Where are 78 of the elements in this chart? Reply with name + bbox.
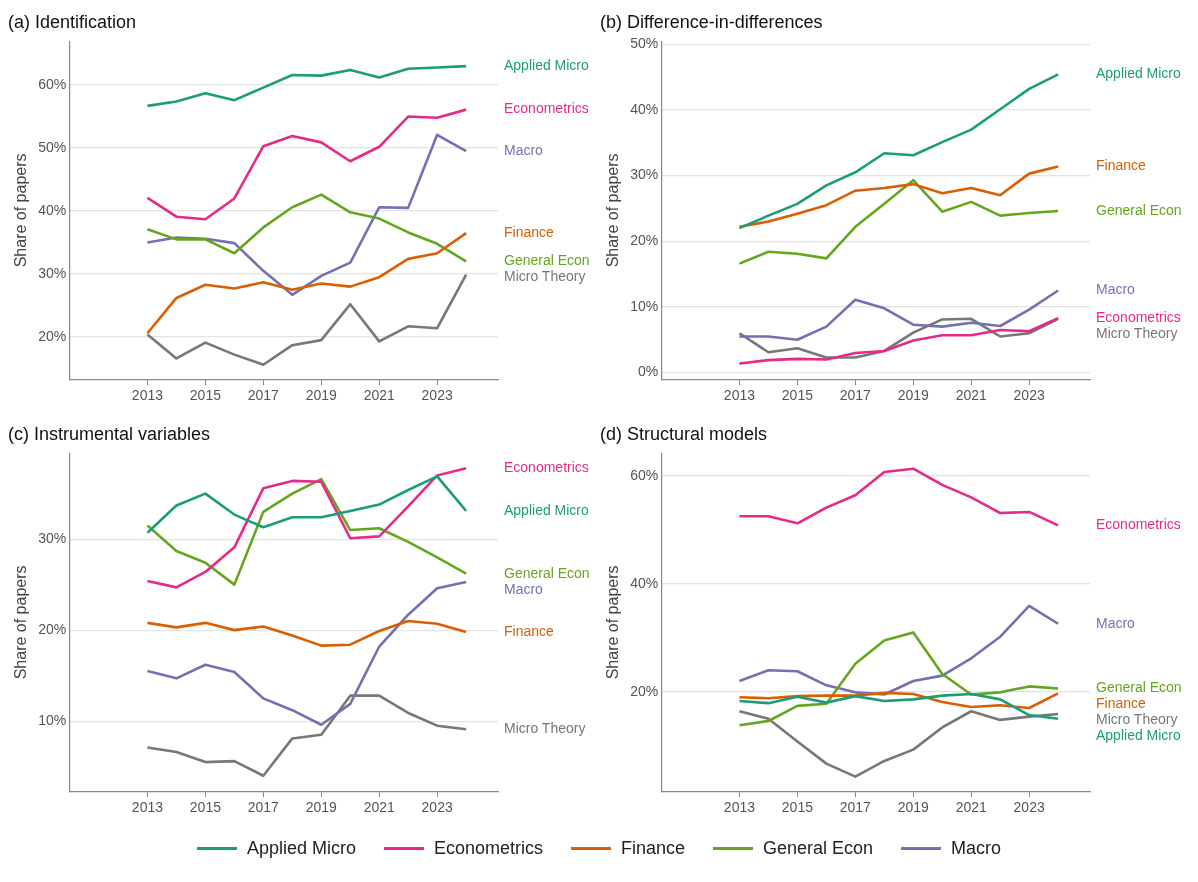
legend-label: Macro	[951, 838, 1002, 859]
text: Finance	[504, 223, 555, 240]
x-tick-label: 2015	[781, 799, 814, 816]
y-tick-label: 20%	[38, 327, 67, 344]
legend-label: General Econ	[763, 838, 874, 859]
y-tick-label: 50%	[38, 138, 67, 155]
text: Macro	[504, 142, 544, 159]
x-tick-label: 2019	[305, 799, 338, 816]
text: Macro	[1096, 614, 1135, 631]
y-tick-label: 30%	[38, 264, 67, 281]
text: Finance	[1096, 157, 1147, 174]
text: General Econ	[1096, 201, 1182, 218]
x-tick-label: 2017	[247, 387, 280, 404]
x-tick-label: 2023	[1013, 799, 1045, 816]
y-tick-label: 10%	[630, 297, 659, 314]
text: Macro	[1096, 281, 1136, 298]
text: Applied Micro	[1096, 727, 1181, 744]
y-tick-label: 10%	[38, 711, 67, 728]
text: General Econ	[504, 252, 590, 269]
y-axis-title: Share of papers	[12, 565, 30, 680]
text: Econometrics	[1096, 308, 1181, 325]
y-axis-title: Share of papers	[604, 565, 622, 680]
text: Macro	[504, 580, 544, 597]
y-tick-label: 50%	[630, 35, 659, 52]
x-tick-label: 2023	[421, 387, 453, 404]
x-tick-label: 2015	[781, 387, 814, 404]
x-tick-label: 2013	[131, 799, 164, 816]
x-tick-label: 2023	[421, 799, 453, 816]
y-tick-label: 30%	[38, 530, 67, 546]
legend-label: Applied Micro	[246, 838, 356, 859]
text: Applied Micro	[504, 57, 590, 74]
y-tick-label: 20%	[630, 682, 659, 699]
text: General Econ	[504, 564, 590, 581]
x-tick-label: 2019	[897, 387, 930, 404]
chart-title: (c) Instrumental variables	[8, 423, 211, 444]
x-tick-label: 2013	[723, 387, 756, 404]
text: Econometrics	[504, 459, 589, 476]
y-axis-title: Share of papers	[12, 153, 30, 268]
y-tick-label: 40%	[630, 100, 659, 117]
x-tick-label: 2013	[723, 799, 756, 816]
text: Finance	[1096, 695, 1146, 712]
chart-title: (b) Difference-in-differences	[600, 11, 823, 32]
text: Micro Theory	[1096, 324, 1178, 341]
x-tick-label: 2021	[955, 799, 987, 816]
x-tick-label: 2021	[955, 387, 987, 404]
x-tick-label: 2017	[839, 387, 872, 404]
text: Applied Micro	[504, 501, 590, 518]
text: Econometrics	[1096, 516, 1181, 533]
x-tick-label: 2017	[247, 799, 280, 816]
text: Micro Theory	[1096, 711, 1178, 728]
text: Applied Micro	[1096, 65, 1182, 82]
x-tick-label: 2023	[1013, 387, 1045, 404]
chart-title: (a) Identification	[8, 11, 137, 32]
text: Econometrics	[504, 100, 589, 117]
x-tick-label: 2013	[131, 387, 164, 404]
y-tick-label: 60%	[630, 466, 659, 483]
y-tick-label: 60%	[38, 75, 67, 92]
y-tick-label: 20%	[630, 232, 659, 249]
y-tick-label: 0%	[637, 363, 659, 380]
y-tick-label: 40%	[630, 574, 659, 591]
x-tick-label: 2015	[189, 387, 222, 404]
x-tick-label: 2021	[363, 387, 395, 404]
text: General Econ	[1096, 679, 1182, 696]
y-tick-label: 30%	[630, 166, 659, 183]
x-tick-label: 2021	[363, 799, 395, 816]
legend-label: Finance	[620, 838, 686, 859]
y-tick-label: 40%	[38, 201, 67, 218]
text: Micro Theory	[504, 720, 586, 737]
x-tick-label: 2017	[839, 799, 872, 816]
y-tick-label: 20%	[38, 620, 67, 637]
text: Finance	[504, 622, 555, 639]
text: Micro Theory	[504, 268, 586, 285]
chart-title: (d) Structural models	[600, 423, 768, 444]
y-axis-title: Share of papers	[604, 153, 622, 268]
legend-label: Econometrics	[433, 838, 543, 859]
x-tick-label: 2019	[305, 387, 338, 404]
x-tick-label: 2019	[897, 799, 930, 816]
x-tick-label: 2015	[189, 799, 222, 816]
